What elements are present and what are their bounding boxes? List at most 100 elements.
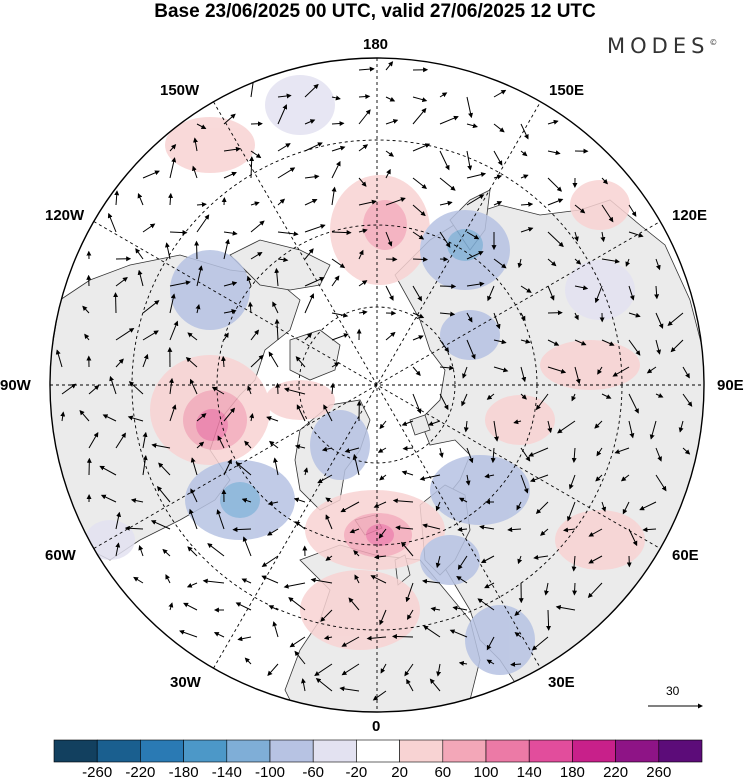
wind-vector (135, 248, 144, 260)
wind-vector (294, 444, 306, 450)
wind-vector (466, 251, 484, 260)
wind-vector (620, 474, 630, 482)
wind-vector (535, 501, 549, 515)
wind-vector (366, 635, 387, 641)
wind-vector (223, 458, 232, 476)
wind-vector (190, 488, 198, 503)
wind-vector (402, 445, 414, 451)
wind-vector (639, 501, 657, 511)
wind-vector (169, 293, 176, 314)
wind-vector (517, 555, 523, 565)
wind-vector (566, 501, 576, 522)
wind-vector (493, 420, 499, 442)
wind-vector (266, 416, 279, 422)
wind-vector (88, 432, 99, 449)
wind-vector (557, 420, 576, 434)
wind-vector (331, 312, 349, 318)
wind-vector (458, 497, 468, 503)
reference-vector-label: 30 (666, 684, 680, 698)
wind-vector (601, 258, 620, 264)
wind-vector (339, 686, 360, 692)
wind-vector (379, 420, 387, 430)
wind-vector (162, 548, 171, 557)
colorbar-tick-label: -100 (254, 764, 286, 781)
wind-vector (310, 577, 333, 584)
wind-vector (487, 285, 495, 302)
wind-vector (555, 605, 576, 611)
wind-vector (520, 174, 529, 180)
wind-vector (128, 381, 144, 395)
wind-vector (430, 606, 441, 612)
wind-vector (642, 527, 657, 533)
wind-vector (192, 165, 198, 179)
wind-vector (115, 542, 121, 557)
wind-vector (142, 353, 149, 368)
wind-vector (493, 150, 503, 166)
wind-vector (267, 528, 279, 536)
wind-vector (84, 333, 90, 341)
wind-vector (513, 419, 522, 425)
colorbar-swatch (485, 739, 530, 763)
wind-vector (594, 420, 603, 429)
map-boundary (49, 57, 705, 713)
wind-vector (427, 420, 441, 426)
wind-vector (246, 275, 252, 287)
wind-vector (628, 420, 635, 439)
wind-vector (466, 281, 485, 287)
wind-vector (169, 144, 177, 152)
wind-vector (331, 160, 341, 179)
wind-vector (168, 377, 174, 395)
wind-vector (422, 578, 441, 584)
colorbar-tick-label: -220 (125, 764, 156, 781)
wind-vector (385, 331, 396, 341)
wind-vector (352, 453, 360, 476)
wind-vector (380, 663, 387, 674)
wind-vector (466, 231, 480, 240)
wind-vector (341, 636, 360, 647)
lon-label-30e: 30E (548, 674, 575, 691)
wind-vector (628, 204, 637, 217)
wind-vector (353, 549, 360, 557)
wind-vector (412, 107, 427, 125)
wind-vector (358, 94, 371, 100)
wind-vector (169, 230, 188, 236)
wind-vector (484, 473, 495, 479)
wind-vector (289, 636, 306, 648)
lon-label-90e: 90E (717, 377, 744, 394)
wind-vector (385, 285, 394, 301)
wind-vector (625, 258, 631, 267)
colorbar-swatch (183, 739, 228, 763)
wind-vector (385, 119, 399, 125)
wind-vector (325, 555, 333, 561)
wind-vector (223, 230, 238, 236)
colorbar-swatch (140, 739, 184, 763)
wind-vector (401, 541, 414, 557)
wind-vector (574, 258, 582, 265)
wind-vector (250, 201, 260, 207)
wind-vector (601, 204, 614, 223)
wind-vector (646, 366, 657, 374)
wind-vector (600, 231, 606, 243)
wind-vector (61, 383, 77, 395)
wind-vector (405, 582, 414, 603)
wind-vector (493, 339, 507, 345)
wind-vector (249, 413, 255, 422)
wind-vector (412, 366, 421, 377)
wind-vector (412, 256, 429, 262)
wind-vector (277, 93, 292, 99)
wind-vector (137, 192, 144, 206)
wind-vector (115, 432, 126, 449)
wind-vector (540, 528, 549, 536)
colorbar-swatch (615, 739, 660, 763)
wind-vector (439, 365, 455, 371)
wind-vector (412, 143, 431, 152)
wind-vector (435, 555, 441, 569)
wind-vector (314, 663, 333, 676)
wind-vector (682, 366, 690, 379)
wind-vector (547, 177, 563, 192)
wind-vector (547, 339, 560, 346)
wind-vector (465, 474, 471, 486)
wind-vector (385, 197, 406, 206)
wind-vector (520, 285, 532, 293)
wind-vector (323, 635, 333, 641)
